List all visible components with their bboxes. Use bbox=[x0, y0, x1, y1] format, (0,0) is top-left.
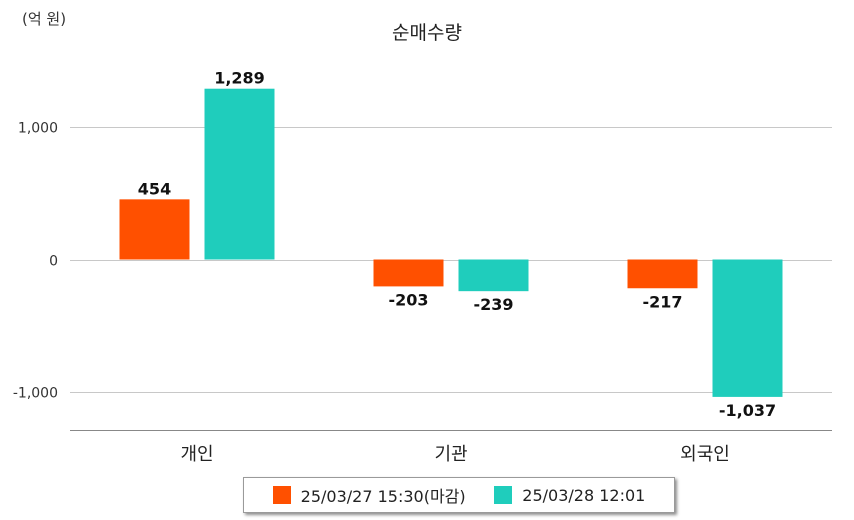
y-tick-label: 0 bbox=[49, 254, 58, 270]
x-tick-label: 개인 bbox=[180, 444, 213, 465]
legend-label-series-2: 25/03/28 12:01 bbox=[522, 485, 646, 505]
data-label: 1,289 bbox=[214, 69, 265, 88]
bar bbox=[458, 259, 529, 292]
unit-label: (억 원) bbox=[22, 10, 67, 28]
data-label: -203 bbox=[388, 290, 428, 309]
legend-swatch-series-1 bbox=[272, 486, 291, 504]
chart-title: 순매수량 bbox=[392, 22, 462, 44]
bar bbox=[373, 259, 444, 287]
legend: 25/03/27 15:30(마감) 25/03/28 12:01 bbox=[243, 477, 675, 513]
x-tick-label: 외국인 bbox=[680, 444, 730, 465]
data-label: -239 bbox=[473, 295, 513, 314]
bar bbox=[627, 259, 698, 289]
bar bbox=[119, 199, 190, 260]
legend-swatch-series-2 bbox=[494, 486, 513, 504]
legend-item-series-2[interactable]: 25/03/28 12:01 bbox=[494, 486, 645, 505]
y-tick-label: -1,000 bbox=[13, 386, 58, 402]
y-tick-label: 1,000 bbox=[18, 121, 58, 137]
data-label: 454 bbox=[138, 179, 171, 198]
bar bbox=[204, 88, 275, 260]
bar bbox=[712, 259, 783, 397]
legend-label-series-1: 25/03/27 15:30(마감) bbox=[300, 487, 466, 506]
data-label: -217 bbox=[642, 292, 682, 311]
data-label: -1,037 bbox=[719, 401, 776, 420]
legend-item-series-1[interactable]: 25/03/27 15:30(마감) bbox=[272, 483, 466, 507]
x-tick-label: 기관 bbox=[434, 444, 467, 465]
